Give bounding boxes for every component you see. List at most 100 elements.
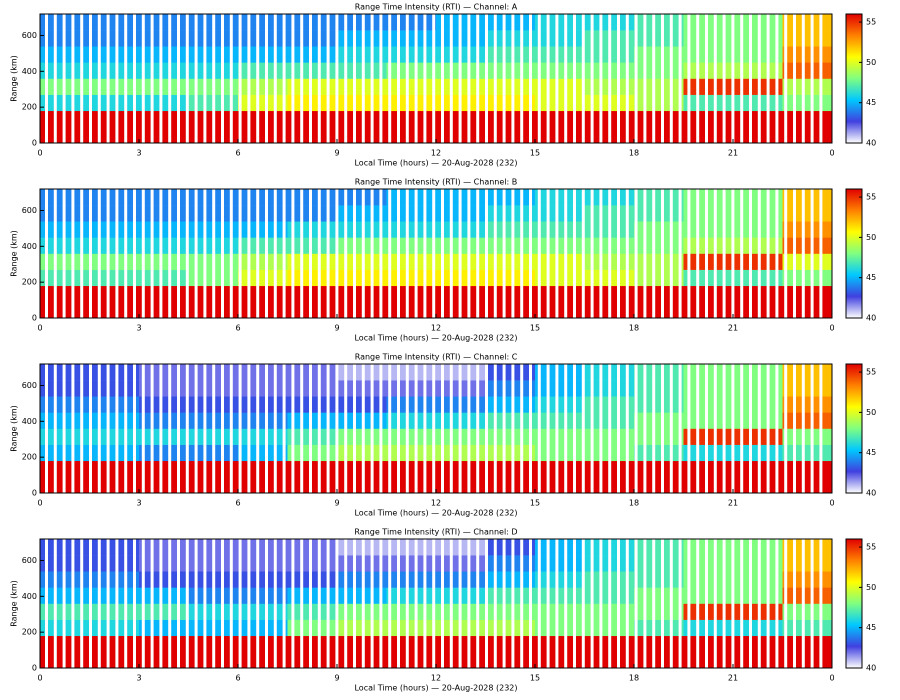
- heatmap-cell: [287, 110, 338, 128]
- stripe-gap: [212, 364, 216, 493]
- stripe-gap: [634, 539, 638, 668]
- stripe-gap: [353, 539, 356, 668]
- heatmap-cell: [683, 14, 734, 31]
- stripe-gap: [326, 189, 330, 318]
- heatmap-cell: [287, 571, 338, 588]
- heatmap-cell: [287, 539, 338, 556]
- stripe-gap: [106, 189, 110, 318]
- heatmap-cell: [386, 269, 437, 287]
- heatmap-cell: [386, 460, 437, 478]
- heatmap-cell: [89, 94, 140, 112]
- heatmap-cell: [683, 444, 734, 462]
- x-tick-label: 0: [37, 149, 42, 158]
- stripe-gap: [177, 189, 180, 318]
- heatmap-cell: [683, 46, 734, 63]
- stripe-gap: [722, 189, 726, 318]
- stripe-gap: [502, 14, 506, 143]
- stripe-gap: [397, 364, 400, 493]
- stripe-gap: [801, 189, 805, 318]
- heatmap-cell: [683, 651, 734, 669]
- stripe-gap: [238, 364, 242, 493]
- heatmap-cell: [139, 364, 189, 381]
- x-tick-label: 3: [136, 149, 141, 158]
- stripe-gap: [793, 364, 796, 493]
- stripe-gap: [502, 364, 506, 493]
- x-tick-label: 18: [629, 324, 639, 333]
- stripe-gap: [282, 14, 286, 143]
- x-tick-label: 3: [136, 674, 141, 683]
- heatmap-cell: [683, 301, 734, 319]
- panel: Range Time Intensity (RTI) — Channel: A 0…: [10, 3, 877, 168]
- stripe-gap: [625, 539, 629, 668]
- stripe-gap: [168, 14, 172, 143]
- heatmap-cell: [535, 14, 585, 31]
- heatmap-cell: [238, 110, 288, 128]
- stripe-gap: [608, 189, 612, 318]
- heatmap-cell: [683, 428, 734, 445]
- heatmap-cell: [634, 269, 684, 287]
- heatmap-cell: [287, 380, 338, 397]
- stripe-gap: [229, 539, 233, 668]
- stripe-gap: [194, 14, 198, 143]
- stripe-gap: [590, 364, 594, 493]
- stripe-gap: [150, 14, 154, 143]
- x-tick-label: 12: [431, 324, 441, 333]
- stripe-gap: [801, 14, 805, 143]
- stripe-gap: [185, 364, 189, 493]
- stripe-gap: [194, 364, 198, 493]
- heatmap-cell: [238, 46, 288, 63]
- stripe-gap: [423, 14, 427, 143]
- stripe-gap: [62, 189, 66, 318]
- heatmap-cell: [485, 476, 536, 494]
- stripe-gap: [485, 14, 488, 143]
- stripe-gap: [194, 189, 198, 318]
- panel: Range Time Intensity (RTI) — Channel: C 0…: [10, 353, 877, 518]
- stripe-gap: [511, 189, 515, 318]
- stripe-gap: [247, 14, 251, 143]
- heatmap-cell: [535, 253, 585, 270]
- stripe-gap: [291, 364, 295, 493]
- stripe-gap: [238, 189, 242, 318]
- stripe-gap: [414, 539, 418, 668]
- heatmap-cell: [634, 396, 684, 413]
- stripe-gap: [405, 364, 409, 493]
- heatmap-cell: [89, 237, 140, 254]
- stripe-gap: [652, 14, 656, 143]
- colorbar: [845, 13, 863, 144]
- stripe-gap: [669, 189, 673, 318]
- heatmap-cell: [89, 189, 140, 206]
- heatmap-cell: [683, 476, 734, 494]
- colorbar-tick-label: 50: [866, 58, 876, 67]
- stripe-gap: [45, 14, 48, 143]
- heatmap-cell: [139, 30, 189, 47]
- colorbar-tick-label: 50: [866, 233, 876, 242]
- heatmap-cell: [535, 380, 585, 397]
- stripe-gap: [696, 14, 700, 143]
- stripe-gap: [669, 14, 673, 143]
- stripe-gap: [467, 539, 471, 668]
- heatmap-cell: [238, 396, 288, 413]
- stripe-gap: [265, 14, 268, 143]
- x-axis-label: Local Time (hours) — 20-Aug-2028 (232): [354, 159, 517, 168]
- heatmap-cell: [535, 444, 585, 462]
- heatmap-cell: [535, 571, 585, 588]
- stripe-gap: [564, 539, 568, 668]
- heatmap-cell: [535, 555, 585, 572]
- stripe-gap: [599, 189, 603, 318]
- heatmap-cell: [238, 126, 288, 144]
- stripe-gap: [177, 539, 180, 668]
- stripe-gap: [819, 14, 823, 143]
- heatmap-cell: [782, 301, 833, 319]
- heatmap-cell: [634, 412, 684, 429]
- stripe-gap: [458, 364, 462, 493]
- heatmap-cell: [238, 539, 288, 556]
- heatmap-cell: [89, 619, 140, 637]
- heatmap-cell: [683, 94, 734, 112]
- heatmap-cell: [485, 587, 536, 604]
- stripe-gap: [793, 539, 796, 668]
- stripe-gap: [546, 539, 550, 668]
- heatmap-cell: [485, 396, 536, 413]
- stripe-gap: [326, 14, 330, 143]
- stripe-gap: [414, 364, 418, 493]
- stripe-gap: [45, 364, 48, 493]
